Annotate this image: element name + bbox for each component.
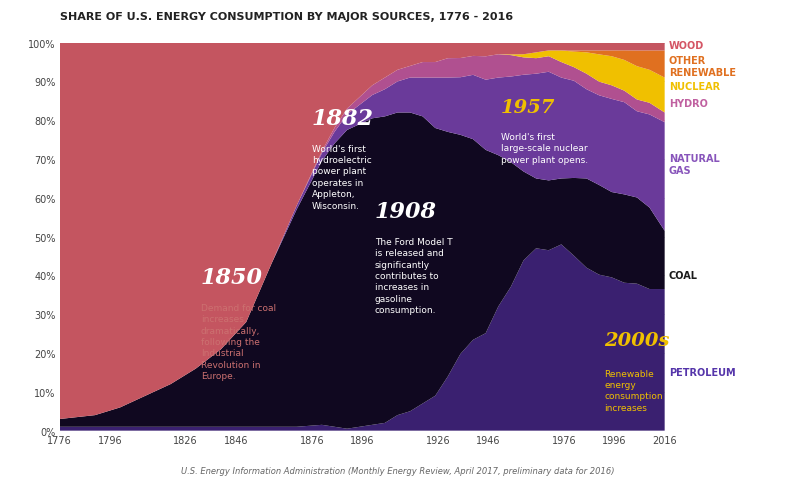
Text: 1850: 1850 — [201, 267, 263, 288]
Text: SHARE OF U.S. ENERGY CONSUMPTION BY MAJOR SOURCES, 1776 - 2016: SHARE OF U.S. ENERGY CONSUMPTION BY MAJO… — [60, 12, 513, 22]
Text: Demand for coal
increases
dramatically,
following the
Industrial
Revolution in
E: Demand for coal increases dramatically, … — [201, 303, 276, 380]
Text: World's first
hydroelectric
power plant
operates in
Appleton,
Wisconsin.: World's first hydroelectric power plant … — [312, 144, 372, 211]
Text: OTHER
RENEWABLE: OTHER RENEWABLE — [669, 56, 736, 77]
Text: NATURAL
GAS: NATURAL GAS — [669, 154, 720, 175]
Text: HYDRO: HYDRO — [669, 99, 708, 109]
Text: 2000s: 2000s — [604, 332, 669, 349]
Text: WOOD: WOOD — [669, 41, 704, 51]
Text: Renewable
energy
consumption
increases: Renewable energy consumption increases — [604, 369, 663, 412]
Text: World's first
large-scale nuclear
power plant opens.: World's first large-scale nuclear power … — [501, 133, 588, 165]
Text: PETROLEUM: PETROLEUM — [669, 368, 736, 378]
Text: The Ford Model T
is released and
significantly
contributes to
increases in
gasol: The Ford Model T is released and signifi… — [375, 237, 452, 315]
Text: 1908: 1908 — [375, 201, 437, 223]
Text: U.S. Energy Information Administration (Monthly Energy Review, April 2017, preli: U.S. Energy Information Administration (… — [181, 466, 615, 475]
Text: NUCLEAR: NUCLEAR — [669, 82, 720, 92]
Text: 1882: 1882 — [312, 108, 374, 130]
Text: 1957: 1957 — [501, 99, 556, 117]
Text: COAL: COAL — [669, 271, 697, 281]
